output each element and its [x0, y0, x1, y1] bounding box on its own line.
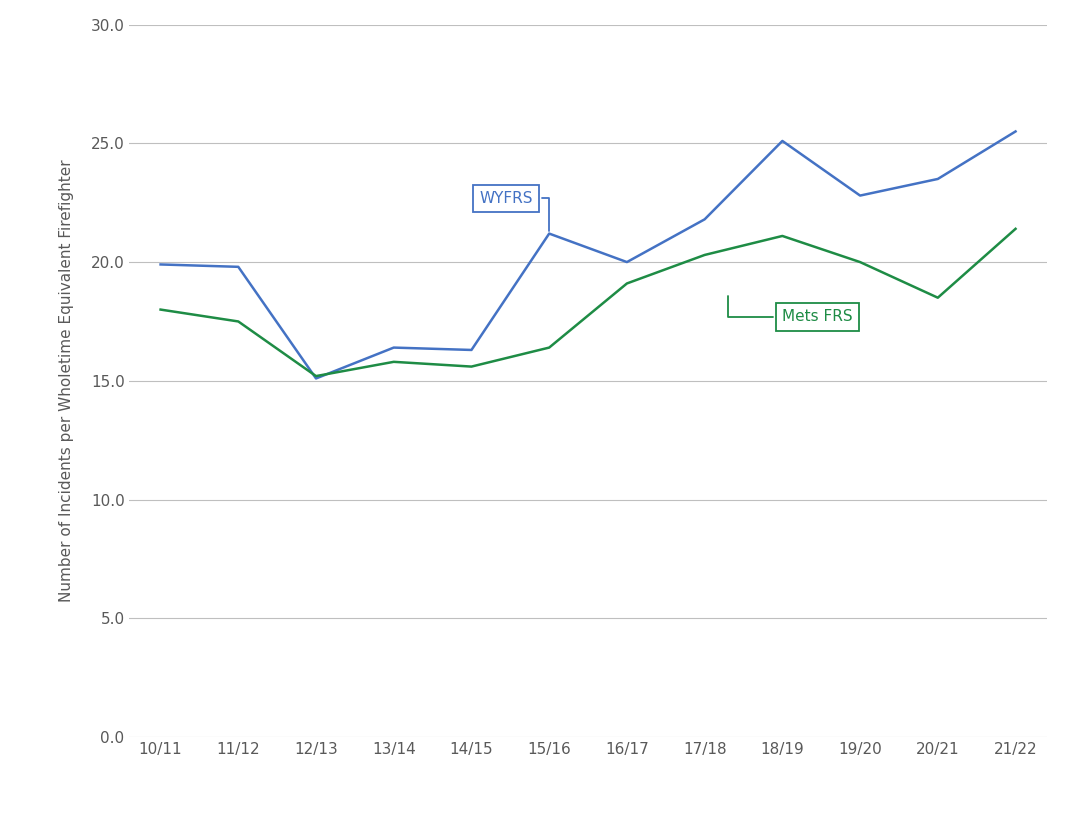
Text: WYFRS: WYFRS — [479, 191, 549, 231]
Text: Mets FRS: Mets FRS — [728, 296, 853, 324]
Y-axis label: Number of Incidents per Wholetime Equivalent Firefighter: Number of Incidents per Wholetime Equiva… — [59, 160, 74, 602]
